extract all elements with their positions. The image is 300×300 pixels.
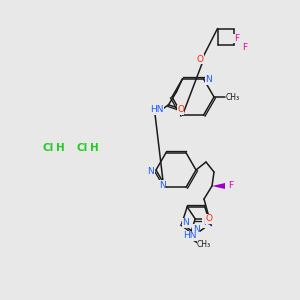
Text: N: N (193, 224, 200, 233)
Text: HN: HN (183, 231, 197, 240)
Text: N: N (203, 218, 210, 227)
Text: N: N (148, 167, 154, 176)
Text: N: N (182, 218, 189, 227)
Text: F: F (234, 34, 239, 43)
Text: H: H (90, 143, 98, 153)
Text: Cl: Cl (76, 143, 88, 153)
Polygon shape (212, 183, 225, 189)
Text: Cl: Cl (42, 143, 54, 153)
Text: CH₃: CH₃ (226, 92, 240, 101)
Text: F: F (228, 182, 234, 190)
Text: H: H (56, 143, 64, 153)
Text: O: O (196, 55, 203, 64)
Text: N: N (159, 181, 165, 190)
Text: O: O (177, 105, 184, 114)
Text: F: F (242, 43, 247, 52)
Text: N: N (205, 75, 212, 84)
Text: HN: HN (150, 105, 163, 114)
Text: O: O (206, 214, 213, 224)
Text: CH₃: CH₃ (197, 240, 211, 249)
